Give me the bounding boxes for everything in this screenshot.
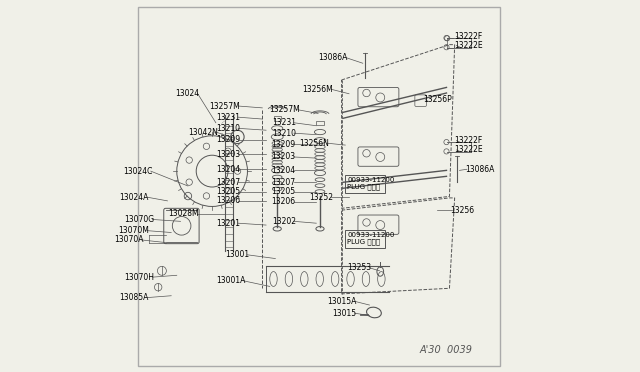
Text: 13085A: 13085A [120,293,149,302]
Text: 13210: 13210 [216,124,240,133]
Text: 13222E: 13222E [454,41,483,50]
Bar [345,230,385,248]
Bar [345,175,385,193]
Text: 13001A: 13001A [216,276,246,285]
Text: 13015A: 13015A [327,297,356,306]
Text: 13209: 13209 [216,135,240,144]
Text: 13222F: 13222F [454,136,483,145]
Text: 13256M: 13256M [302,85,333,94]
Text: 13001: 13001 [225,250,250,259]
Text: 13256P: 13256P [424,95,452,104]
Text: 13070A: 13070A [114,235,143,244]
Text: 13231: 13231 [216,113,240,122]
Text: 13207: 13207 [272,178,296,187]
Text: 13257M: 13257M [269,105,300,114]
Text: 13202: 13202 [272,217,296,226]
Text: 13086A: 13086A [465,165,495,174]
Text: 13070H: 13070H [124,273,154,282]
Text: 13207: 13207 [216,178,240,187]
Text: 13253: 13253 [348,263,371,272]
Text: 13206: 13206 [216,196,240,205]
Text: 13024A: 13024A [120,193,149,202]
Text: 13231: 13231 [272,118,296,127]
Text: 13209: 13209 [272,140,296,149]
Text: 13210: 13210 [272,129,296,138]
Text: 13257M: 13257M [209,102,240,110]
Text: 13024: 13024 [175,89,199,97]
Text: 13203: 13203 [272,153,296,161]
Bar [316,121,324,125]
Text: 13204: 13204 [216,165,240,174]
Text: A'30  0039: A'30 0039 [420,345,472,355]
Text: 13222E: 13222E [454,145,483,154]
Text: 13042N: 13042N [188,128,218,137]
Text: 13024C: 13024C [124,167,152,176]
Text: 13256: 13256 [450,206,474,215]
Text: 13206: 13206 [272,197,296,206]
Text: PLUG プラグ: PLUG プラグ [347,238,380,245]
Text: 13086A: 13086A [319,53,348,62]
Text: 13028M: 13028M [168,209,199,218]
Text: 13204: 13204 [272,166,296,175]
Text: 13205: 13205 [216,187,240,196]
Text: 13203: 13203 [216,150,240,159]
Text: 13222F: 13222F [454,32,483,41]
Text: 13256N: 13256N [300,139,330,148]
Text: 13070G: 13070G [124,215,154,224]
Text: 00933-11200: 00933-11200 [347,232,394,238]
Bar [273,116,281,121]
Text: 13070M: 13070M [118,226,149,235]
Text: 13201: 13201 [216,219,240,228]
Text: 13205: 13205 [272,187,296,196]
Text: 13252: 13252 [309,193,333,202]
Text: PLUG プラグ: PLUG プラグ [347,183,380,190]
Text: 13015: 13015 [332,309,356,318]
Text: 00933-11200: 00933-11200 [347,177,394,183]
